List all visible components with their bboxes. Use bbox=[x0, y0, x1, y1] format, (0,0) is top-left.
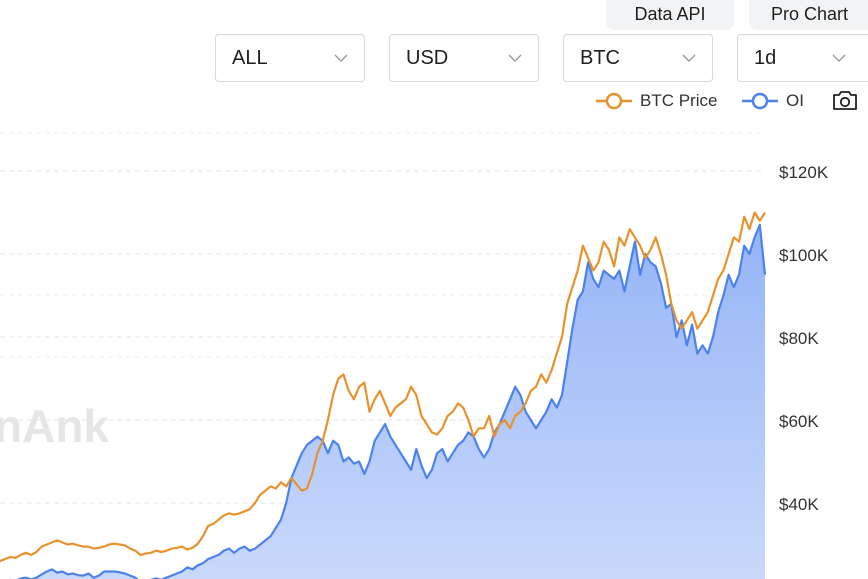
currency-select-value: USD bbox=[406, 46, 449, 69]
btc-price-series-line bbox=[0, 211, 766, 563]
pro-chart-button[interactable]: Pro Chart bbox=[749, 0, 868, 30]
symbol-select-value: BTC bbox=[580, 46, 620, 69]
y-tick-label: $120K bbox=[779, 163, 829, 182]
exchange-select[interactable]: ALL bbox=[215, 34, 365, 82]
exchange-select-value: ALL bbox=[232, 46, 268, 69]
watermark: nAnk bbox=[0, 400, 109, 452]
pro-chart-label: Pro Chart bbox=[771, 3, 849, 24]
y-tick-label: $40K bbox=[779, 495, 819, 514]
legend-circle-icon bbox=[742, 92, 778, 110]
legend-item-btc-price[interactable]: BTC Price bbox=[596, 88, 717, 114]
interval-select[interactable]: 1d bbox=[737, 34, 868, 82]
camera-icon[interactable] bbox=[832, 89, 858, 111]
y-tick-label: $100K bbox=[779, 246, 829, 265]
interval-select-value: 1d bbox=[754, 46, 777, 69]
chevron-down-icon bbox=[682, 54, 696, 62]
data-api-label: Data API bbox=[634, 3, 706, 24]
y-tick-label: $80K bbox=[779, 329, 819, 348]
y-axis: $120K $100K $80K $60K $40K bbox=[779, 163, 829, 514]
currency-select[interactable]: USD bbox=[389, 34, 539, 82]
legend-label-btc-price: BTC Price bbox=[640, 91, 718, 110]
oi-area bbox=[19, 224, 765, 579]
oi-series-line bbox=[8, 223, 767, 579]
chevron-down-icon bbox=[832, 54, 846, 62]
symbol-select[interactable]: BTC bbox=[563, 34, 713, 82]
legend-label-oi: OI bbox=[786, 91, 804, 110]
legend-circle-icon bbox=[596, 92, 632, 110]
legend-item-oi[interactable]: OI bbox=[742, 88, 804, 114]
y-tick-label: $60K bbox=[779, 412, 819, 431]
data-api-button[interactable]: Data API bbox=[606, 0, 734, 30]
chevron-down-icon bbox=[334, 54, 348, 62]
chevron-down-icon bbox=[508, 54, 522, 62]
